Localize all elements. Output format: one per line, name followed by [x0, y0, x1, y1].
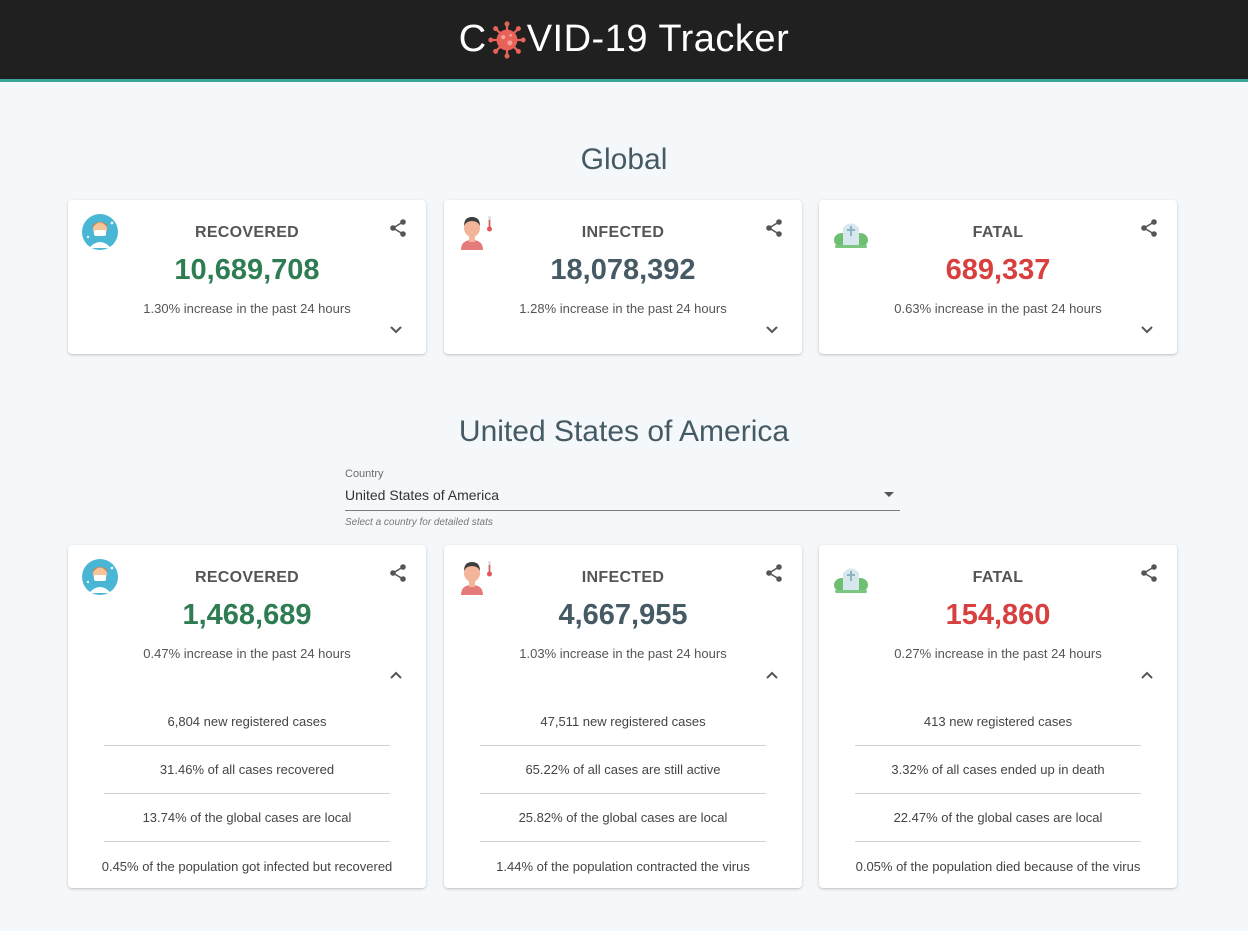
share-icon[interactable] — [764, 563, 784, 583]
card-value: 10,689,708 — [174, 254, 320, 286]
card-value: 18,078,392 — [550, 254, 696, 286]
chevron-down-icon[interactable] — [762, 322, 782, 338]
card-label: INFECTED — [581, 224, 665, 241]
card-label: RECOVERED — [194, 569, 300, 586]
card-value: 1,468,689 — [182, 599, 312, 631]
card-value: 154,860 — [945, 599, 1051, 631]
share-icon[interactable] — [388, 563, 408, 583]
card-details: 413 new registered cases 3.32% of all ca… — [855, 698, 1141, 890]
detail-row: 25.82% of the global cases are local — [480, 794, 766, 842]
chevron-down-icon[interactable] — [386, 322, 406, 338]
global-recovered-card: RECOVERED 10,689,708 1.30% increase in t… — [68, 200, 426, 354]
country-heading: United States of America — [458, 415, 790, 448]
detail-row: 13.74% of the global cases are local — [104, 794, 390, 842]
share-icon[interactable] — [764, 218, 784, 238]
chevron-down-icon[interactable] — [1137, 322, 1157, 338]
doctor-icon — [82, 559, 118, 595]
grave-icon — [834, 568, 868, 593]
select-underline — [345, 510, 900, 511]
country-select-label: Country — [345, 468, 384, 480]
detail-row: 65.22% of all cases are still active — [480, 746, 766, 794]
card-label: RECOVERED — [194, 224, 300, 241]
virus-icon — [488, 20, 526, 59]
patient-thermometer-icon — [461, 216, 492, 250]
card-increase: 1.03% increase in the past 24 hours — [519, 646, 727, 661]
card-value: 4,667,955 — [558, 599, 688, 631]
card-increase: 1.30% increase in the past 24 hours — [143, 301, 351, 316]
card-details: 6,804 new registered cases 31.46% of all… — [101, 698, 393, 890]
detail-row: 47,511 new registered cases — [480, 698, 766, 746]
card-increase: 0.63% increase in the past 24 hours — [894, 301, 1102, 316]
card-value: 689,337 — [945, 254, 1051, 286]
detail-row: 6,804 new registered cases — [104, 698, 390, 746]
share-icon[interactable] — [388, 218, 408, 238]
detail-row: 0.45% of the population got infected but… — [101, 858, 393, 874]
country-infected-card: INFECTED 4,667,955 1.03% increase in the… — [444, 545, 802, 888]
card-label: FATAL — [972, 569, 1024, 586]
country-select-helper: Select a country for detailed stats — [345, 517, 493, 528]
app-title: C VID-19 Tracker — [459, 18, 789, 61]
detail-row: 3.32% of all cases ended up in death — [855, 746, 1141, 794]
detail-row: 1.44% of the population contracted the v… — [496, 858, 750, 874]
app-title-suffix: VID-19 Tracker — [526, 18, 790, 60]
global-infected-card: INFECTED 18,078,392 1.28% increase in th… — [444, 200, 802, 354]
card-increase: 1.28% increase in the past 24 hours — [519, 301, 727, 316]
card-label: FATAL — [972, 224, 1024, 241]
grave-icon — [834, 223, 868, 248]
country-fatal-card: FATAL 154,860 0.27% increase in the past… — [819, 545, 1177, 888]
detail-row: 31.46% of all cases recovered — [104, 746, 390, 794]
patient-thermometer-icon — [461, 561, 492, 595]
card-label: INFECTED — [581, 569, 665, 586]
card-increase: 0.27% increase in the past 24 hours — [894, 646, 1102, 661]
doctor-icon — [82, 214, 118, 250]
chevron-up-icon[interactable] — [1137, 667, 1157, 683]
detail-row: 413 new registered cases — [855, 698, 1141, 746]
app-header: C VID-19 Tracker — [0, 0, 1248, 82]
detail-row: 22.47% of the global cases are local — [855, 794, 1141, 842]
card-details: 47,511 new registered cases 65.22% of al… — [480, 698, 766, 890]
global-heading: Global — [580, 143, 668, 176]
chevron-up-icon[interactable] — [762, 667, 782, 683]
chevron-up-icon[interactable] — [386, 667, 406, 683]
card-increase: 0.47% increase in the past 24 hours — [143, 646, 351, 661]
share-icon[interactable] — [1139, 563, 1159, 583]
app-title-prefix: C — [458, 18, 487, 60]
share-icon[interactable] — [1139, 218, 1159, 238]
country-select[interactable]: Country United States of America Select … — [345, 466, 900, 528]
country-select-value[interactable]: United States of America — [345, 487, 500, 503]
country-recovered-card: RECOVERED 1,468,689 0.47% increase in th… — [68, 545, 426, 888]
global-fatal-card: FATAL 689,337 0.63% increase in the past… — [819, 200, 1177, 354]
dropdown-arrow-icon[interactable] — [884, 492, 894, 497]
detail-row: 0.05% of the population died because of … — [855, 858, 1141, 874]
